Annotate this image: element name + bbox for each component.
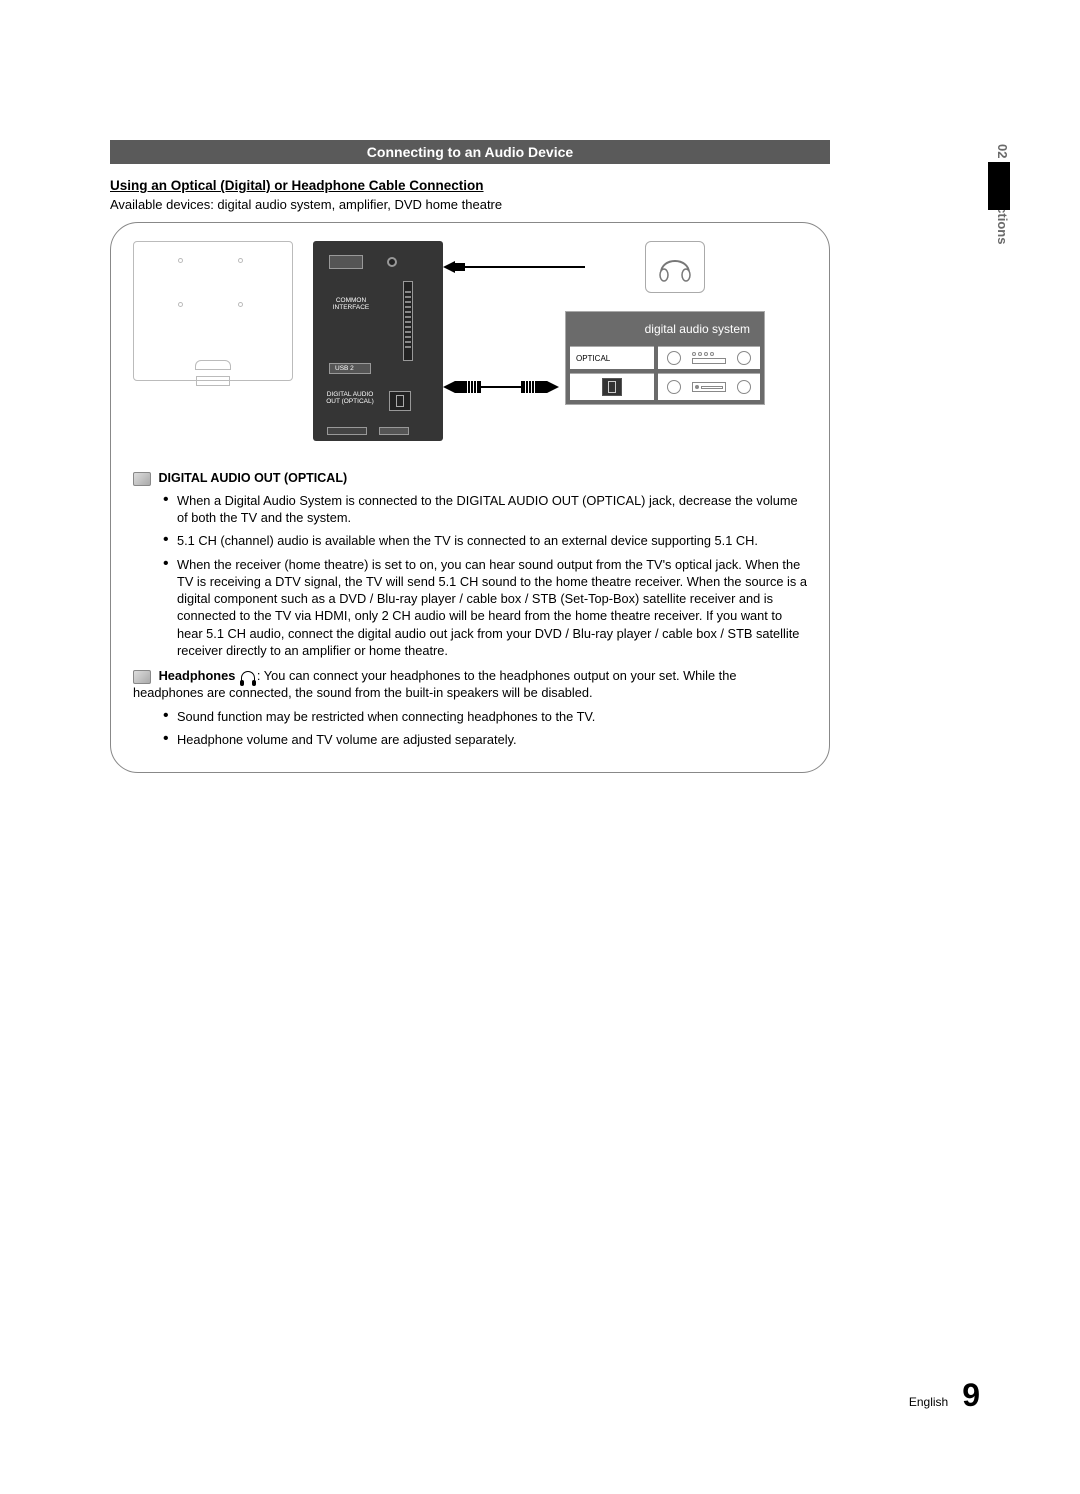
optical-port-icon <box>602 378 622 396</box>
page-footer: English 9 <box>909 1377 980 1414</box>
optical-port-label: OPTICAL <box>576 354 610 363</box>
side-tab-marker <box>988 162 1010 210</box>
note-icon <box>133 472 151 486</box>
list-item: 5.1 CH (channel) audio is available when… <box>167 532 807 549</box>
list-item: When the receiver (home theatre) is set … <box>167 556 807 660</box>
optical-heading-text: DIGITAL AUDIO OUT (OPTICAL) <box>158 471 347 485</box>
audio-system-label: digital audio system <box>570 316 760 346</box>
headphones-device-icon <box>645 241 705 293</box>
headphones-bullet-list: Sound function may be restricted when co… <box>167 708 807 749</box>
list-item: Headphone volume and TV volume are adjus… <box>167 731 807 748</box>
headphone-jack-icon <box>387 257 397 267</box>
tv-port-panel: COMMON INTERFACE USB 2 DIGITAL AUDIO OUT… <box>313 241 443 441</box>
diagram-row: COMMON INTERFACE USB 2 DIGITAL AUDIO OUT… <box>133 241 807 441</box>
headphones-label: Headphones <box>159 668 236 683</box>
tv-illustration <box>133 241 293 381</box>
footer-language: English <box>909 1395 948 1409</box>
available-devices-text: Available devices: digital audio system,… <box>110 197 830 212</box>
list-item: Sound function may be restricted when co… <box>167 708 807 725</box>
optical-note-header: DIGITAL AUDIO OUT (OPTICAL) <box>133 471 807 486</box>
headphones-note: Headphones : You can connect your headph… <box>133 667 807 702</box>
note-icon <box>133 670 151 684</box>
common-interface-label: COMMON INTERFACE <box>329 297 373 311</box>
arrow-left-icon <box>443 261 455 273</box>
headphones-icon <box>655 247 695 287</box>
page-content: Connecting to an Audio Device Using an O… <box>110 140 830 773</box>
list-item: When a Digital Audio System is connected… <box>167 492 807 527</box>
page-number: 9 <box>962 1377 980 1414</box>
optical-connector-icon <box>521 381 547 393</box>
optical-bullet-list: When a Digital Audio System is connected… <box>167 492 807 659</box>
diagram-frame: COMMON INTERFACE USB 2 DIGITAL AUDIO OUT… <box>110 222 830 773</box>
optical-connector-icon <box>455 381 481 393</box>
usb-label: USB 2 <box>335 365 354 372</box>
digital-audio-system-box: digital audio system OPTICAL <box>565 311 765 405</box>
headphones-icon <box>241 671 255 683</box>
section-banner: Connecting to an Audio Device <box>110 140 830 164</box>
connection-subheader: Using an Optical (Digital) or Headphone … <box>110 178 830 193</box>
digital-audio-out-label: DIGITAL AUDIO OUT (OPTICAL) <box>323 391 377 405</box>
